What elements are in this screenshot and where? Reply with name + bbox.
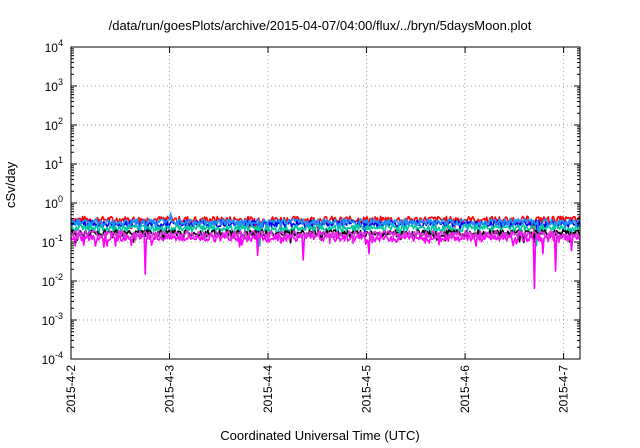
x-tick-label: 2015-4-5 [360,365,374,413]
x-tick-label: 2015-4-3 [163,365,177,413]
x-tick-label: 2015-4-7 [557,365,571,413]
y-tick-label: 10-1 [42,233,63,250]
y-tick-label: 100 [45,194,63,211]
y-tick-label: 102 [45,116,63,133]
series-line [70,233,581,290]
y-tick-label: 103 [45,77,63,94]
x-tick-label: 2015-4-2 [64,365,78,413]
grid-lines [71,47,580,359]
series-line [70,215,581,240]
x-tick-label: 2015-4-4 [261,365,275,413]
series-group [70,212,581,290]
series-line [70,224,581,247]
y-tick-label: 10-2 [42,272,63,289]
y-tick-label: 101 [45,155,63,172]
y-tick-label: 104 [45,38,63,55]
x-axis-label: Coordinated Universal Time (UTC) [220,428,420,443]
chart-title: /data/run/goesPlots/archive/2015-04-07/0… [108,18,532,33]
y-ticks: 10-4 10-3 10-2 10-1 100 101 102 103 104 [42,38,580,367]
y-tick-label: 10-3 [42,311,63,328]
x-tick-label: 2015-4-6 [458,365,472,413]
y-tick-label: 10-4 [42,350,63,367]
x-ticks: 2015-4-2 2015-4-3 2015-4-4 2015-4-5 2015-4-6… [64,47,571,413]
series-line [70,230,581,245]
